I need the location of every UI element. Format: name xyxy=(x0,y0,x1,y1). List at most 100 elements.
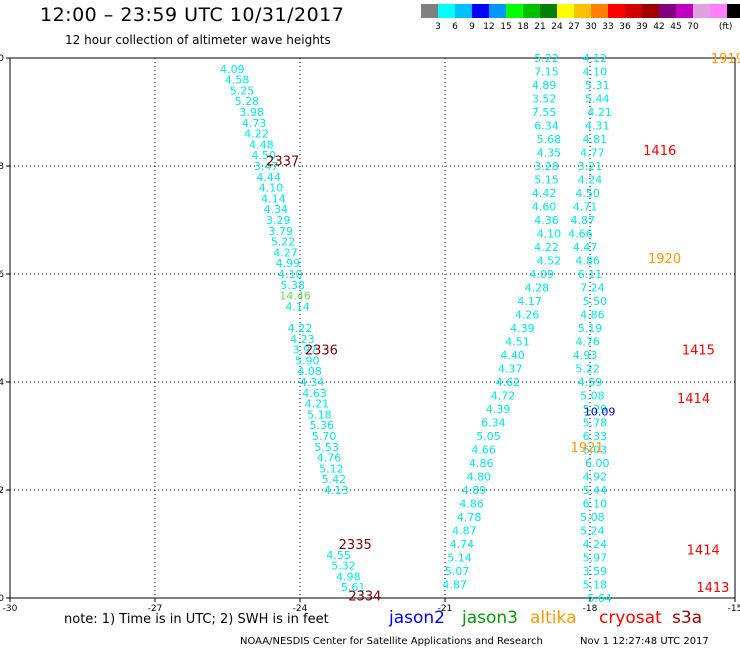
wave-height-value: 4.22 xyxy=(534,241,559,254)
wave-height-value: 4.77 xyxy=(580,147,605,160)
wave-height-value: 4.36 xyxy=(534,214,559,227)
color-swatch xyxy=(455,4,472,18)
wave-height-value: 4.74 xyxy=(450,538,475,551)
wave-height-value: 3.29 xyxy=(266,214,291,227)
wave-height-value: 6.33 xyxy=(583,430,608,443)
wave-height-value: 3.21 xyxy=(578,160,603,173)
color-scale-tick: 30 xyxy=(585,22,597,32)
wave-height-value: 14.46 xyxy=(279,290,311,303)
wave-height-value: 5.97 xyxy=(583,552,608,565)
wave-height-value: 4.34 xyxy=(264,203,289,216)
wave-height-value: 4.58 xyxy=(225,74,250,87)
wave-height-value: 4.24 xyxy=(583,538,608,551)
wave-height-value: 7.15 xyxy=(534,66,559,79)
color-scale-unit: (ft) xyxy=(718,22,733,32)
wave-height-value: 7.55 xyxy=(532,106,557,119)
color-scale-tick: 24 xyxy=(551,22,563,32)
wave-height-value: 4.39 xyxy=(510,322,535,335)
wave-height-value: 4.34 xyxy=(300,376,325,389)
pass-label: 1920 xyxy=(648,252,681,267)
wave-height-value: 4.71 xyxy=(573,201,598,214)
footer-timestamp: Nov 1 12:27:48 UTC 2017 xyxy=(580,636,709,647)
y-tick-label: 8 xyxy=(0,162,4,172)
color-scale-tick: 18 xyxy=(517,22,529,32)
pass-label: 1413 xyxy=(696,581,729,596)
wave-height-value: 5.14 xyxy=(447,552,472,565)
wave-height-value: 5.36 xyxy=(310,419,335,432)
wave-height-value: 5.64 xyxy=(587,592,612,605)
wave-height-value: 4.76 xyxy=(317,452,342,465)
wave-height-value: 4.51 xyxy=(505,336,530,349)
wave-height-value: 4.98 xyxy=(336,570,361,583)
wave-height-value: 3.28 xyxy=(534,160,559,173)
wave-height-value: 4.37 xyxy=(498,363,523,376)
color-scale-tick: 45 xyxy=(670,22,682,32)
color-swatch xyxy=(506,4,523,18)
y-tick-label: 4 xyxy=(0,378,4,388)
wave-height-value: 6.34 xyxy=(481,417,506,430)
wave-height-value: 4.87 xyxy=(571,214,596,227)
color-scale-tick: 39 xyxy=(636,22,648,32)
color-scale-tick: 6 xyxy=(452,22,458,32)
wave-height-value: 5.44 xyxy=(583,484,608,497)
wave-height-value: 5.61 xyxy=(341,581,366,594)
color-scale-tick: 12 xyxy=(483,22,495,32)
wave-height-value: 4.08 xyxy=(297,365,322,378)
wave-height-value: 5.07 xyxy=(445,565,470,578)
wave-height-value: 4.89 xyxy=(532,79,557,92)
wave-height-value: 5.68 xyxy=(537,133,562,146)
wave-height-value: 4.10 xyxy=(583,66,608,79)
wave-height-value: 4.92 xyxy=(583,471,608,484)
wave-height-value: 5.90 xyxy=(295,354,320,367)
wave-height-value: 4.10 xyxy=(278,268,303,281)
wave-height-value: 4.62 xyxy=(496,376,521,389)
color-swatch xyxy=(438,4,455,18)
satellite-label-jason2: jason2 xyxy=(389,608,445,628)
chart-title: 12:00 – 23:59 UTC 10/31/2017 xyxy=(40,4,345,26)
wave-height-value: 4.10 xyxy=(537,228,562,241)
wave-height-value: 4.72 xyxy=(491,390,516,403)
color-scale-labels: 3 6 9 12 15 18 21 24 27 30 33 36 39 42 45 70 xyxy=(421,22,727,34)
wave-height-value: 5.32 xyxy=(331,560,356,573)
wave-height-value: 5.22 xyxy=(534,52,559,65)
x-tick-label: -21 xyxy=(438,604,453,614)
x-tick-label: -24 xyxy=(293,604,308,614)
color-scale-tick: 27 xyxy=(568,22,580,32)
color-swatch xyxy=(591,4,608,18)
pass-label: 2336 xyxy=(305,344,338,359)
satellite-label-altika: altika xyxy=(530,608,577,628)
color-swatch xyxy=(659,4,676,18)
x-tick-label: -30 xyxy=(3,604,18,614)
wave-height-value: 4.81 xyxy=(583,133,608,146)
wave-height-value: 5.22 xyxy=(575,363,600,376)
wave-height-value: 4.22 xyxy=(244,128,269,141)
pass-label: 1415 xyxy=(682,344,715,359)
wave-height-value: 3.59 xyxy=(583,565,608,578)
wave-height-value: 4.14 xyxy=(285,300,310,313)
wave-height-value: 5.18 xyxy=(307,408,332,421)
wave-height-value: 4.40 xyxy=(500,349,525,362)
wave-height-value: 6.10 xyxy=(583,498,608,511)
wave-height-value: 4.21 xyxy=(305,398,330,411)
wave-height-value: 4.87 xyxy=(442,579,467,592)
wave-height-value: 4.86 xyxy=(469,457,494,470)
color-scale-tick: 15 xyxy=(500,22,512,32)
plot-frame xyxy=(9,57,736,599)
color-scale-tick: 21 xyxy=(534,22,546,32)
wave-height-value: 4.63 xyxy=(302,387,327,400)
wave-height-value: 5.78 xyxy=(583,417,608,430)
color-scale-tick: 42 xyxy=(653,22,665,32)
wave-height-value: 4.28 xyxy=(525,282,550,295)
wave-height-value: 5.50 xyxy=(583,295,608,308)
wave-height-value: 4.09 xyxy=(220,63,245,76)
color-swatch xyxy=(608,4,625,18)
color-swatch xyxy=(523,4,540,18)
pass-label: 1416 xyxy=(643,144,676,159)
wave-height-value: 5.70 xyxy=(312,430,337,443)
wave-height-value: 4.35 xyxy=(537,147,562,160)
wave-height-value: 4.17 xyxy=(517,295,542,308)
wave-height-value: 4.89 xyxy=(462,484,487,497)
color-swatch xyxy=(472,4,489,18)
color-swatch xyxy=(710,4,727,18)
wave-height-value: 5.22 xyxy=(271,236,296,249)
